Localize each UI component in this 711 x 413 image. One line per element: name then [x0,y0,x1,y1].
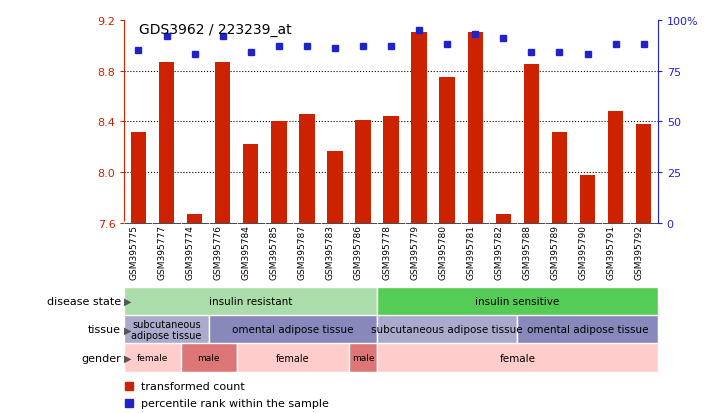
Text: GSM395787: GSM395787 [298,225,307,280]
Bar [299,114,314,223]
Bar [608,112,624,223]
Text: ▶: ▶ [124,353,132,363]
Bar [124,287,377,316]
Bar [468,33,483,223]
Text: female: female [276,353,309,363]
Text: ▶: ▶ [124,297,132,306]
Bar [327,151,343,223]
Text: GSM395792: GSM395792 [635,225,643,280]
Bar [412,33,427,223]
Text: male: male [198,353,220,362]
Text: GSM395779: GSM395779 [410,225,419,280]
Text: GDS3962 / 223239_at: GDS3962 / 223239_at [139,23,292,37]
Text: insulin sensitive: insulin sensitive [475,297,560,306]
Text: GSM395782: GSM395782 [494,225,503,280]
Text: GSM395789: GSM395789 [550,225,560,280]
Text: female: female [499,353,535,363]
Bar [439,78,455,223]
Bar [377,344,658,372]
Text: GSM395778: GSM395778 [382,225,391,280]
Bar [124,344,181,372]
Bar [383,117,399,223]
Text: subcutaneous
adipose tissue: subcutaneous adipose tissue [132,319,202,340]
Text: GSM395786: GSM395786 [354,225,363,280]
Text: GSM395784: GSM395784 [242,225,251,280]
Bar [524,65,539,223]
Text: omental adipose tissue: omental adipose tissue [232,325,353,335]
Bar [518,316,658,344]
Bar [377,316,518,344]
Bar [181,344,237,372]
Text: male: male [352,353,374,362]
Bar [124,316,208,344]
Text: GSM395788: GSM395788 [523,225,531,280]
Text: GSM395780: GSM395780 [438,225,447,280]
Text: GSM395775: GSM395775 [129,225,139,280]
Bar [377,287,658,316]
Bar [131,132,146,223]
Text: female: female [137,353,169,362]
Bar [215,62,230,223]
Bar [187,215,203,223]
Text: GSM395774: GSM395774 [186,225,195,280]
Bar [636,125,651,223]
Text: gender: gender [81,353,121,363]
Text: subcutaneous adipose tissue: subcutaneous adipose tissue [371,325,523,335]
Bar [579,175,595,223]
Text: GSM395791: GSM395791 [606,225,616,280]
Text: GSM395781: GSM395781 [466,225,475,280]
Text: GSM395790: GSM395790 [579,225,587,280]
Text: omental adipose tissue: omental adipose tissue [527,325,648,335]
Text: GSM395785: GSM395785 [269,225,279,280]
Bar [552,132,567,223]
Bar [356,121,370,223]
Bar [237,344,349,372]
Bar [349,344,377,372]
Text: GSM395776: GSM395776 [213,225,223,280]
Bar [208,316,377,344]
Text: percentile rank within the sample: percentile rank within the sample [141,398,329,408]
Text: GSM395783: GSM395783 [326,225,335,280]
Text: GSM395777: GSM395777 [158,225,166,280]
Text: insulin resistant: insulin resistant [209,297,292,306]
Text: disease state: disease state [47,297,121,306]
Text: tissue: tissue [88,325,121,335]
Bar [243,145,258,223]
Bar [271,122,287,223]
Text: ▶: ▶ [124,325,132,335]
Text: transformed count: transformed count [141,381,245,391]
Bar [159,62,174,223]
Bar [496,215,511,223]
